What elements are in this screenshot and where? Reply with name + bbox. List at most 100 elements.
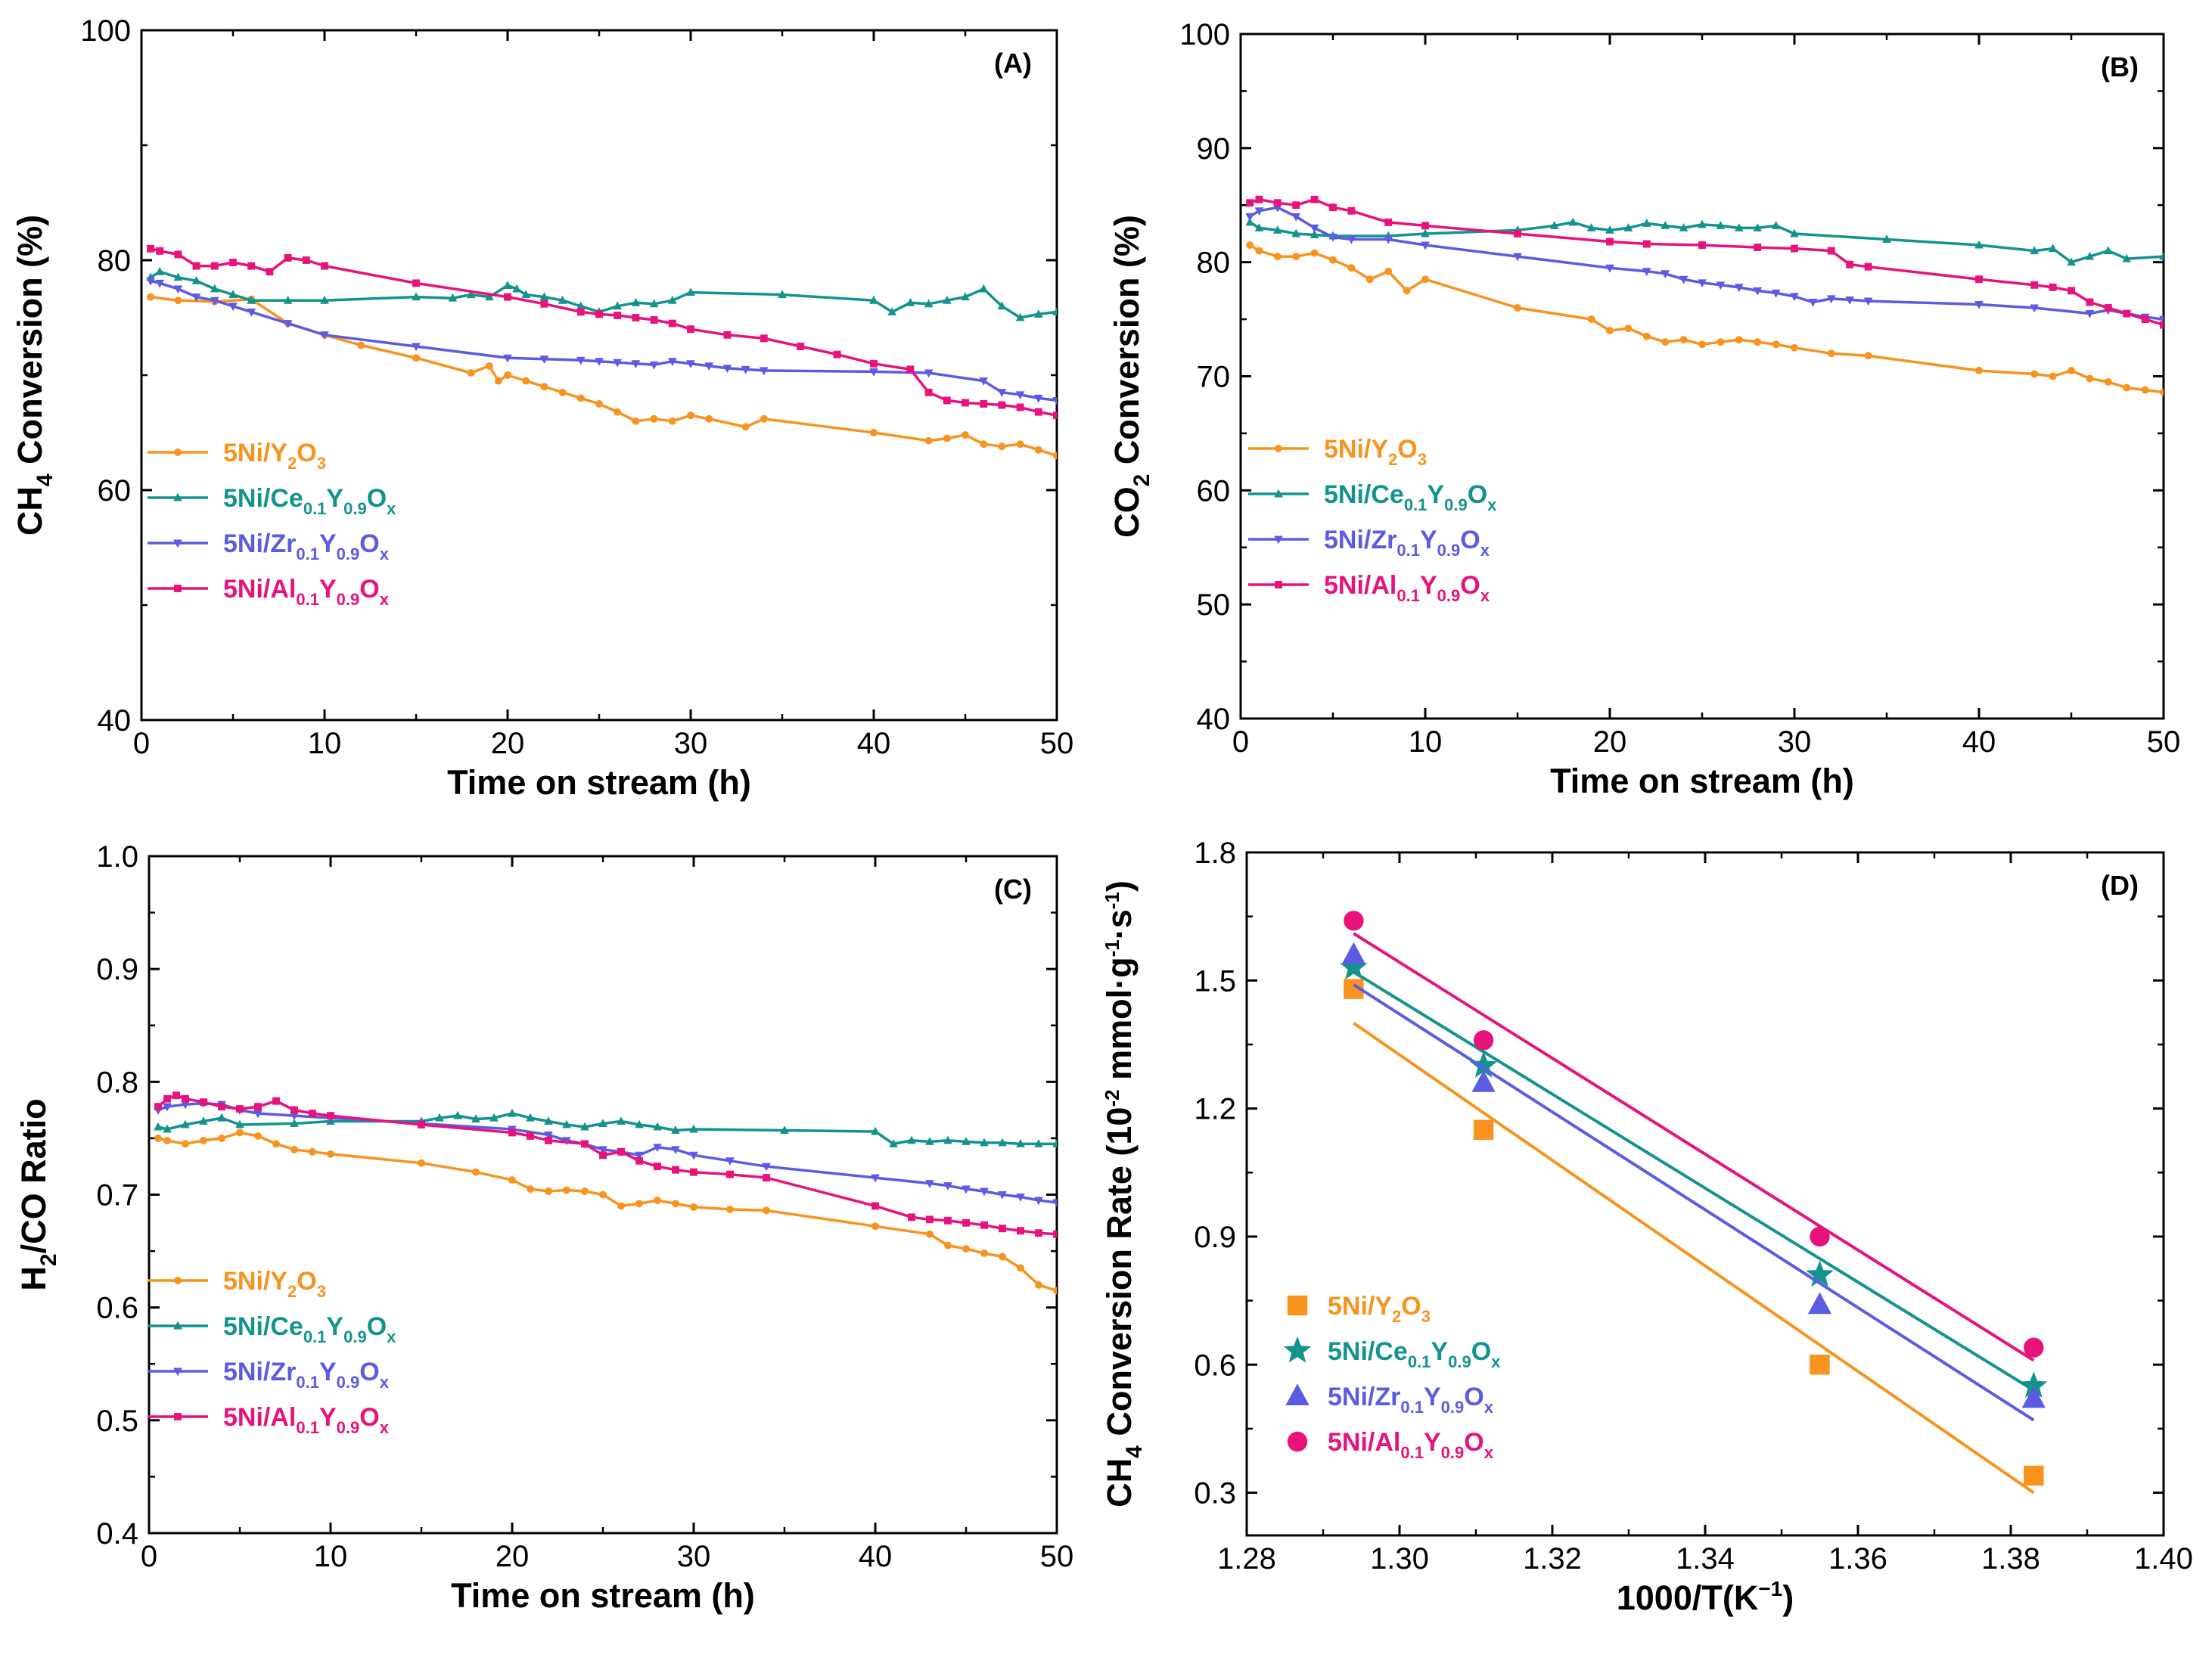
data-point	[1035, 1229, 1042, 1237]
y-tick-label: 0.6	[96, 1292, 138, 1325]
data-point	[418, 1121, 425, 1128]
data-point	[192, 262, 200, 270]
data-point	[1053, 411, 1057, 420]
data-point	[686, 360, 695, 369]
legend-label: 5Ni/Y2O3	[223, 1267, 326, 1301]
data-point	[412, 292, 421, 301]
data-point	[1033, 394, 1043, 403]
data-point	[1034, 1197, 1043, 1206]
data-point	[522, 377, 530, 385]
data-point	[1255, 247, 1263, 255]
data-point	[302, 256, 310, 264]
data-point	[1624, 324, 1633, 333]
x-tick-label: 0	[141, 1540, 157, 1573]
data-point	[235, 1119, 244, 1128]
data-point	[1344, 911, 1364, 931]
x-tick-label: 50	[1040, 727, 1074, 760]
data-point	[1017, 1227, 1024, 1235]
data-point	[163, 1103, 172, 1112]
data-point	[539, 292, 549, 301]
data-point	[1606, 237, 1614, 246]
data-point	[631, 360, 641, 369]
legend-label: 5Ni/Al0.1Y0.9Ox	[223, 575, 390, 609]
x-tick-label: 10	[314, 1540, 348, 1573]
series-al	[147, 244, 1057, 420]
data-point	[228, 290, 238, 299]
data-point	[1661, 270, 1670, 279]
data-point	[926, 1230, 934, 1238]
y-tick-label: 60	[1197, 474, 1231, 508]
data-point	[1735, 336, 1743, 344]
data-point	[962, 399, 969, 407]
data-point	[173, 285, 183, 294]
y-tick-label: 60	[98, 474, 132, 508]
data-point	[155, 266, 165, 275]
legend-label: 5Ni/Y2O3	[1324, 435, 1427, 469]
legend-item-zr: 5Ni/Zr0.1Y0.9Ox	[1248, 526, 1490, 560]
panel-d: 1.28 1.30 1.32 1.34 1.36 1.38 1.40 0.3 0.6 0.9 1.2…	[1100, 837, 2193, 1617]
data-point	[741, 423, 750, 431]
data-point	[540, 383, 548, 391]
legend-marker	[173, 539, 182, 548]
legend-item-y2o3: 5Ni/Y2O3	[1248, 435, 1427, 469]
legend-marker	[1275, 445, 1282, 452]
x-tick-label: 1.38	[1981, 1542, 2040, 1575]
data-point	[1292, 253, 1300, 261]
data-point	[649, 299, 659, 308]
data-point	[174, 296, 182, 305]
legend-label: 5Ni/Zr0.1Y0.9Ox	[223, 529, 390, 563]
data-point	[1384, 267, 1393, 275]
legend-item-y2o3: 5Ni/Y2O3	[1287, 1292, 1431, 1326]
y-tick-label: 0.8	[96, 1066, 138, 1099]
data-point	[1754, 338, 1762, 346]
data-point	[650, 316, 658, 324]
data-point	[704, 362, 714, 371]
data-point	[797, 343, 805, 350]
data-point	[925, 1180, 934, 1188]
fit-line	[1353, 1022, 2035, 1495]
data-point	[1679, 275, 1689, 284]
series-al	[1344, 911, 2044, 1362]
x-tick-label: 1.28	[1217, 1542, 1276, 1575]
data-point	[595, 310, 603, 318]
data-point	[980, 440, 988, 449]
data-point	[163, 1136, 171, 1144]
data-point	[191, 276, 201, 284]
legend-item-y2o3: 5Ni/Y2O3	[148, 1267, 326, 1301]
y-tick-label: 1.8	[1194, 837, 1236, 870]
data-point	[1053, 1287, 1057, 1295]
data-point	[1292, 201, 1300, 210]
y-tick-label: 100	[80, 14, 131, 48]
panel-c: 0 10 20 30 40 50 0.4 0.5 0.6 0.7 0.8 0.9 1.0 (C) Time …	[14, 840, 1073, 1615]
data-point	[1033, 309, 1043, 318]
fit-line	[1353, 970, 2035, 1392]
data-point	[760, 334, 768, 343]
y-tick-label: 40	[1197, 703, 1231, 736]
y-tick-label: 1.2	[1194, 1093, 1236, 1126]
data-point	[672, 1200, 679, 1208]
data-point	[924, 369, 934, 378]
data-point	[1384, 218, 1393, 226]
data-point	[2021, 1386, 2046, 1408]
legend-item-al: 5Ni/Al0.1Y0.9Ox	[1248, 571, 1490, 605]
data-point	[581, 1187, 589, 1195]
legend-marker	[1274, 489, 1283, 498]
data-point	[147, 244, 155, 253]
data-point	[962, 1185, 971, 1194]
series-ce	[154, 1108, 1057, 1147]
y-tick-label: 1.0	[96, 840, 138, 874]
legend-label: 5Ni/Al0.1Y0.9Ox	[1328, 1428, 1494, 1462]
legend: 5Ni/Y2O3 5Ni/Ce0.1Y0.9Ox 5Ni/Zr0.1Y0.9Ox 5N…	[148, 1267, 396, 1437]
data-point	[1975, 275, 1983, 284]
panel-label: (A)	[994, 48, 1032, 79]
data-point	[1421, 241, 1430, 250]
data-point	[1017, 1264, 1024, 1272]
data-point	[1016, 403, 1024, 411]
data-point	[2103, 246, 2113, 255]
data-point	[229, 259, 237, 266]
data-point	[1016, 1139, 1025, 1147]
data-point	[962, 1245, 970, 1253]
data-point	[1661, 338, 1670, 346]
data-point	[272, 1140, 280, 1148]
x-tick-label: 0	[133, 727, 150, 760]
